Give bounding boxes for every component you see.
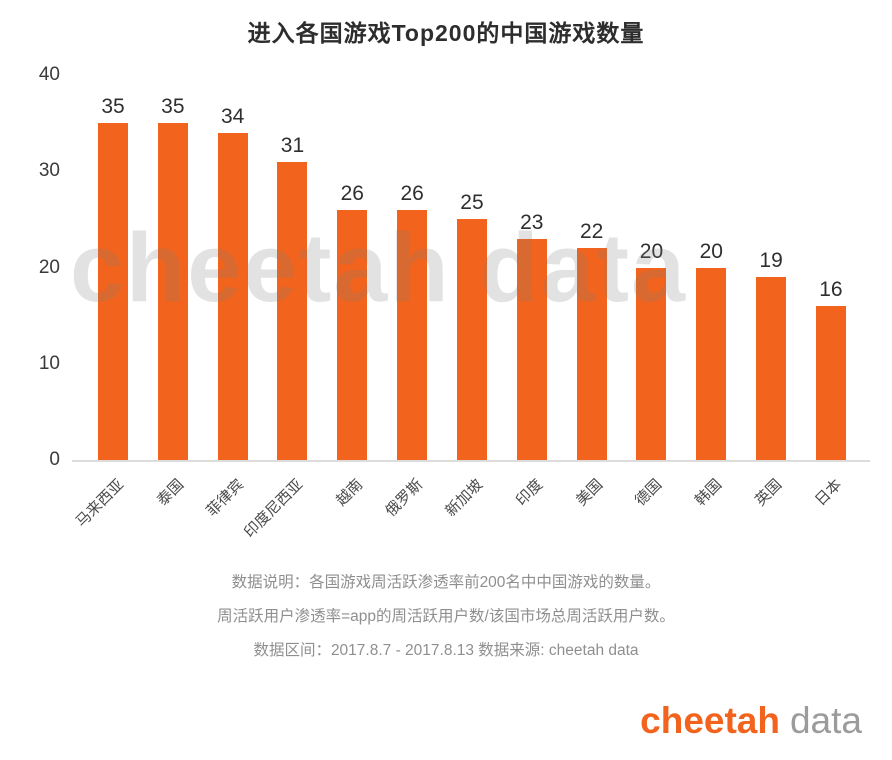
bar-value-label: 34	[220, 104, 245, 128]
bar-slot: 26 越南	[333, 181, 368, 509]
footnote-line-2: 周活跃用户渗透率=app的周活跃用户数/该国市场总周活跃用户数。	[217, 608, 675, 625]
bar	[337, 209, 368, 460]
chart-title: 进入各国游戏Top200的中国游戏数量	[247, 20, 645, 46]
bar-value-label: 26	[340, 181, 364, 205]
bar-slot: 16 日本	[812, 278, 846, 509]
bar	[756, 277, 787, 460]
x-axis-label: 越南	[333, 476, 367, 510]
x-axis-label: 马来西亚	[72, 476, 128, 531]
bar	[815, 306, 846, 460]
logo-suffix-text: data	[789, 700, 862, 741]
x-axis-label: 印度	[512, 476, 546, 510]
bar-value-label: 35	[101, 95, 125, 119]
x-axis-label: 英国	[752, 476, 786, 510]
bar-value-label: 16	[819, 278, 843, 301]
bar-slot: 22 美国	[573, 220, 607, 509]
footnote-line-1: 数据说明：各国游戏周活跃渗透率前200名中中国游戏的数量。	[231, 574, 661, 591]
bar-value-label: 20	[699, 239, 723, 263]
x-axis-label: 新加坡	[442, 476, 487, 520]
x-axis-label: 菲律宾	[202, 476, 247, 520]
x-axis-label: 俄罗斯	[382, 476, 427, 520]
bar	[636, 267, 667, 460]
x-axis-label: 美国	[572, 476, 606, 510]
bar-value-label: 35	[161, 95, 185, 119]
bar-slot: 19 英国	[752, 249, 787, 509]
x-axis-label: 印度尼西亚	[241, 476, 307, 542]
y-tick-label: 20	[38, 256, 60, 278]
bar	[157, 123, 188, 460]
bar-value-label: 19	[759, 249, 783, 273]
y-tick-label: 30	[38, 160, 60, 182]
bar-value-label: 31	[280, 133, 305, 157]
footnote-line-3: 数据区间：2017.8.7 - 2017.8.13 数据来源: cheetah …	[253, 642, 639, 659]
footnotes: 数据说明：各国游戏周活跃渗透率前200名中中国游戏的数量。 周活跃用户渗透率=a…	[0, 566, 892, 668]
x-axis-label: 泰国	[153, 476, 187, 510]
bar-value-label: 20	[639, 239, 664, 263]
bar	[98, 123, 128, 460]
plot-area: 0 10 20 30 40 35 马来西亚 35 泰国 34 菲律宾 31 印度尼西亚 26 越南 26 俄罗…	[39, 64, 870, 541]
bar	[456, 219, 487, 460]
bar	[277, 161, 308, 460]
bar-slot: 20 韩国	[692, 239, 727, 509]
bars: 35 马来西亚 35 泰国 34 菲律宾 31 印度尼西亚 26 越南 26 俄罗斯 25 新加坡 23 印度…	[72, 75, 870, 541]
bar-slot: 25 新加坡	[442, 191, 487, 520]
bar-slot: 35 泰国	[154, 95, 188, 509]
bar	[576, 248, 607, 460]
bar-slot: 23 印度	[513, 210, 547, 509]
logo-brand-text: cheetah	[640, 700, 780, 741]
bar-value-label: 22	[579, 220, 604, 244]
bar	[696, 267, 727, 460]
y-tick-label: 40	[38, 64, 60, 85]
cheetah-data-logo: cheetah data	[640, 700, 862, 742]
bar	[516, 238, 547, 460]
bar	[217, 132, 248, 460]
bar-value-label: 23	[520, 210, 544, 234]
x-axis-label: 韩国	[692, 476, 726, 510]
bar-slot: 26 俄罗斯	[382, 181, 428, 520]
x-axis-label: 日本	[811, 476, 846, 510]
y-tick-label: 0	[49, 449, 60, 470]
bar-slot: 31 印度尼西亚	[242, 133, 308, 541]
bar-value-label: 26	[400, 181, 424, 205]
bar-slot: 20 德国	[632, 239, 667, 509]
bar-slot: 35 马来西亚	[73, 95, 128, 531]
bar	[397, 209, 428, 460]
bar-value-label: 25	[460, 191, 484, 215]
bar-slot: 34 菲律宾	[203, 104, 248, 520]
y-tick-label: 10	[38, 352, 60, 374]
x-axis-label: 德国	[632, 476, 666, 510]
